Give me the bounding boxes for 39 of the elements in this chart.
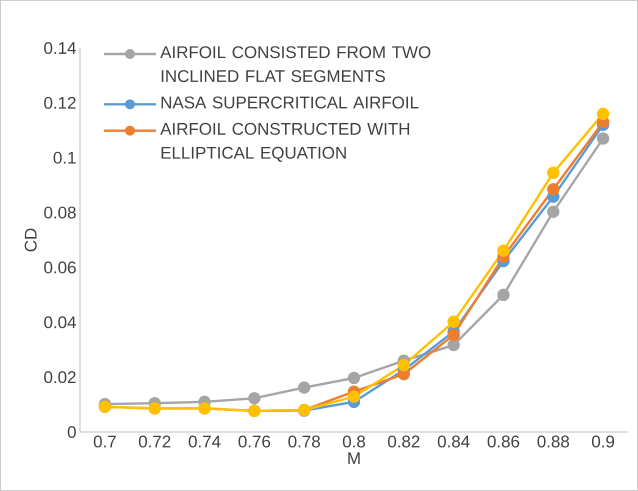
x-tick-label: 0.88 — [537, 436, 570, 448]
point — [398, 358, 410, 372]
point — [447, 316, 460, 328]
legend-label: AIRFOIL CONSTRUCTED WITH ELLIPTICAL EQUATION — [160, 122, 410, 162]
x-tick-label: 0.82 — [388, 436, 420, 448]
point — [596, 108, 610, 120]
point — [547, 206, 560, 218]
point — [298, 381, 310, 394]
y-tick-label: 0 — [68, 426, 76, 438]
x-tick-label: 0.78 — [288, 436, 320, 448]
point — [348, 390, 360, 403]
y-tick-label: 0.14 — [44, 42, 76, 54]
y-tick-label: 0.12 — [44, 96, 76, 109]
y-tick-label: 0.04 — [44, 316, 76, 328]
point — [248, 392, 261, 404]
legend-label: AIRFOIL CONSISTED FROM TWO INCLINED FLAT SEGMENTS — [160, 46, 430, 82]
y-axis-title: CD — [24, 228, 37, 252]
x-tick-label: 0.74 — [188, 436, 221, 448]
y-tick-label: 0.02 — [44, 371, 76, 384]
point — [447, 328, 460, 342]
y-tick-label: 0.1 — [54, 152, 76, 164]
x-tick-label: 0.9 — [592, 436, 614, 448]
x-tick-label: 0.72 — [138, 436, 170, 448]
point — [547, 166, 560, 179]
y-tick-label: 0.06 — [44, 261, 76, 274]
point — [547, 183, 560, 196]
point — [497, 244, 510, 257]
x-tick-label: 0.8 — [342, 436, 366, 448]
point — [447, 338, 460, 352]
point — [497, 288, 510, 302]
point — [596, 132, 610, 145]
x-axis-title: M — [348, 452, 360, 464]
y-tick-label: 0.08 — [44, 206, 76, 219]
x-tick-label: 0.7 — [94, 436, 116, 448]
x-tick-label: 0.76 — [238, 436, 270, 448]
legend-label: NASA SUPERCRITICAL AIRFOIL — [162, 96, 418, 108]
x-tick-label: 0.84 — [438, 436, 470, 448]
point — [348, 372, 360, 384]
x-tick-label: 0.86 — [488, 436, 520, 448]
